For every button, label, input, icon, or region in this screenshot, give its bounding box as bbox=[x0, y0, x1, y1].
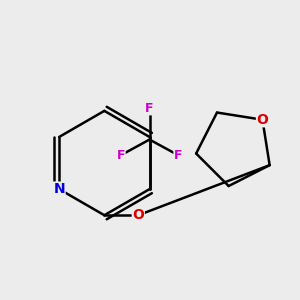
Text: O: O bbox=[132, 208, 144, 222]
Text: F: F bbox=[145, 102, 154, 115]
Text: O: O bbox=[256, 113, 268, 127]
Text: N: N bbox=[53, 182, 65, 196]
Text: F: F bbox=[117, 149, 125, 162]
Text: F: F bbox=[174, 149, 182, 162]
